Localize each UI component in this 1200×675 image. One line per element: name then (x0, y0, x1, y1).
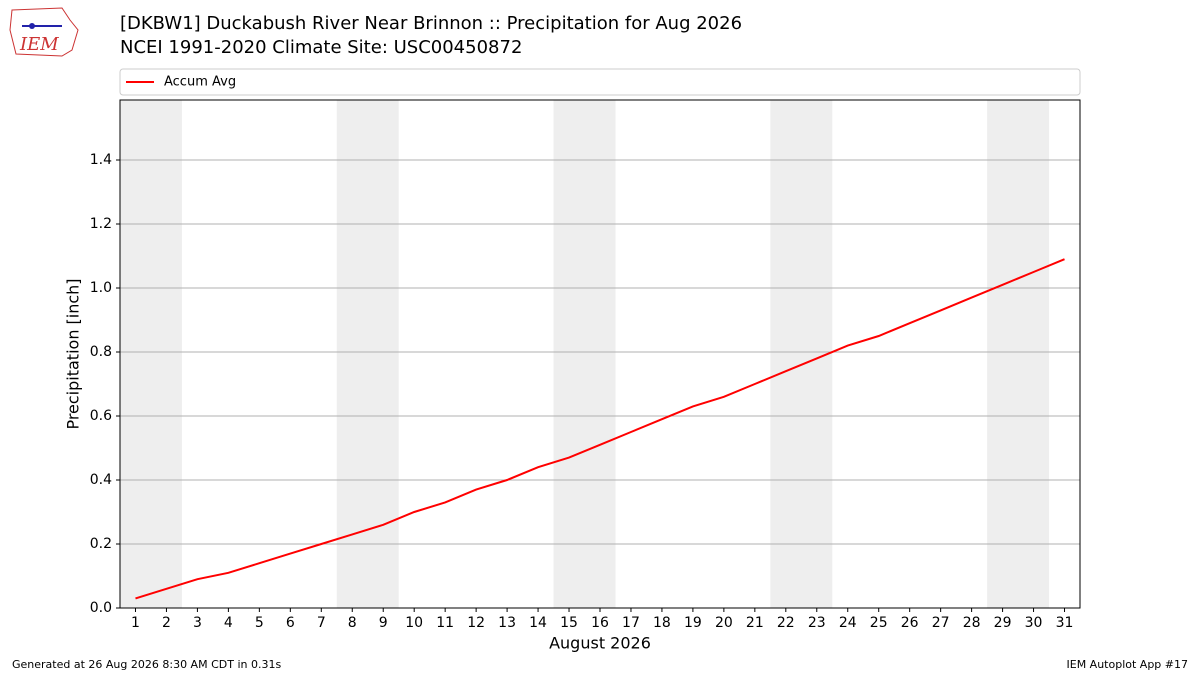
logo-dot (29, 23, 35, 29)
weekend-shade (770, 100, 833, 608)
weekend-shade (987, 100, 1050, 608)
footer-left: Generated at 26 Aug 2026 8:30 AM CDT in … (12, 658, 281, 671)
plot-frame (119, 99, 1081, 609)
x-tick-label: 21 (746, 615, 764, 631)
x-tick-label: 9 (379, 615, 388, 631)
series-line (135, 258, 1065, 600)
x-tick-label: 1 (131, 615, 140, 631)
weekend-shade (553, 100, 616, 608)
footer-right: IEM Autoplot App #17 (1067, 658, 1189, 671)
x-tick-label: 20 (715, 615, 733, 631)
x-tick-label: 7 (317, 615, 326, 631)
weekend-shade (120, 100, 182, 608)
x-tick-label: 12 (467, 615, 485, 631)
x-tick-label: 15 (560, 615, 578, 631)
legend-box (119, 68, 1081, 96)
y-tick-label: 0.0 (90, 600, 112, 616)
x-tick-label: 8 (348, 615, 357, 631)
logo-outline (9, 7, 79, 57)
y-tick-label: 0.8 (90, 344, 112, 360)
y-tick-label: 0.2 (90, 536, 112, 552)
x-tick-label: 25 (870, 615, 888, 631)
x-tick-label: 10 (405, 615, 423, 631)
x-tick-label: 23 (808, 615, 826, 631)
legend-label: Accum Avg (164, 75, 236, 90)
x-tick-label: 28 (963, 615, 981, 631)
x-tick-label: 5 (255, 615, 264, 631)
x-tick-label: 16 (591, 615, 609, 631)
x-tick-label: 24 (839, 615, 857, 631)
logo: IEM (9, 7, 79, 57)
x-tick-label: 26 (901, 615, 919, 631)
x-axis-label: August 2026 (549, 634, 651, 653)
x-tick-label: 3 (193, 615, 202, 631)
x-tick-label: 29 (994, 615, 1012, 631)
y-tick-label: 1.2 (90, 216, 112, 232)
y-tick-label: 1.0 (90, 280, 112, 296)
x-tick-label: 17 (622, 615, 640, 631)
logo-text: IEM (19, 34, 59, 55)
y-tick-label: 1.4 (90, 152, 112, 168)
chart-subtitle: NCEI 1991-2020 Climate Site: USC00450872 (120, 37, 522, 58)
x-tick-label: 14 (529, 615, 547, 631)
y-tick-label: 0.6 (90, 408, 112, 424)
weekend-shade (336, 100, 399, 608)
x-tick-label: 11 (436, 615, 454, 631)
y-tick-label: 0.4 (90, 472, 112, 488)
x-tick-label: 13 (498, 615, 516, 631)
x-tick-label: 27 (932, 615, 950, 631)
x-tick-label: 18 (653, 615, 671, 631)
x-tick-label: 31 (1056, 615, 1074, 631)
x-tick-label: 4 (224, 615, 233, 631)
x-tick-label: 6 (286, 615, 295, 631)
x-tick-label: 30 (1025, 615, 1043, 631)
chart-title: [DKBW1] Duckabush River Near Brinnon :: … (120, 13, 742, 34)
x-tick-label: 22 (777, 615, 795, 631)
x-tick-label: 2 (162, 615, 171, 631)
y-axis-label: Precipitation [inch] (64, 278, 83, 429)
x-tick-label: 19 (684, 615, 702, 631)
